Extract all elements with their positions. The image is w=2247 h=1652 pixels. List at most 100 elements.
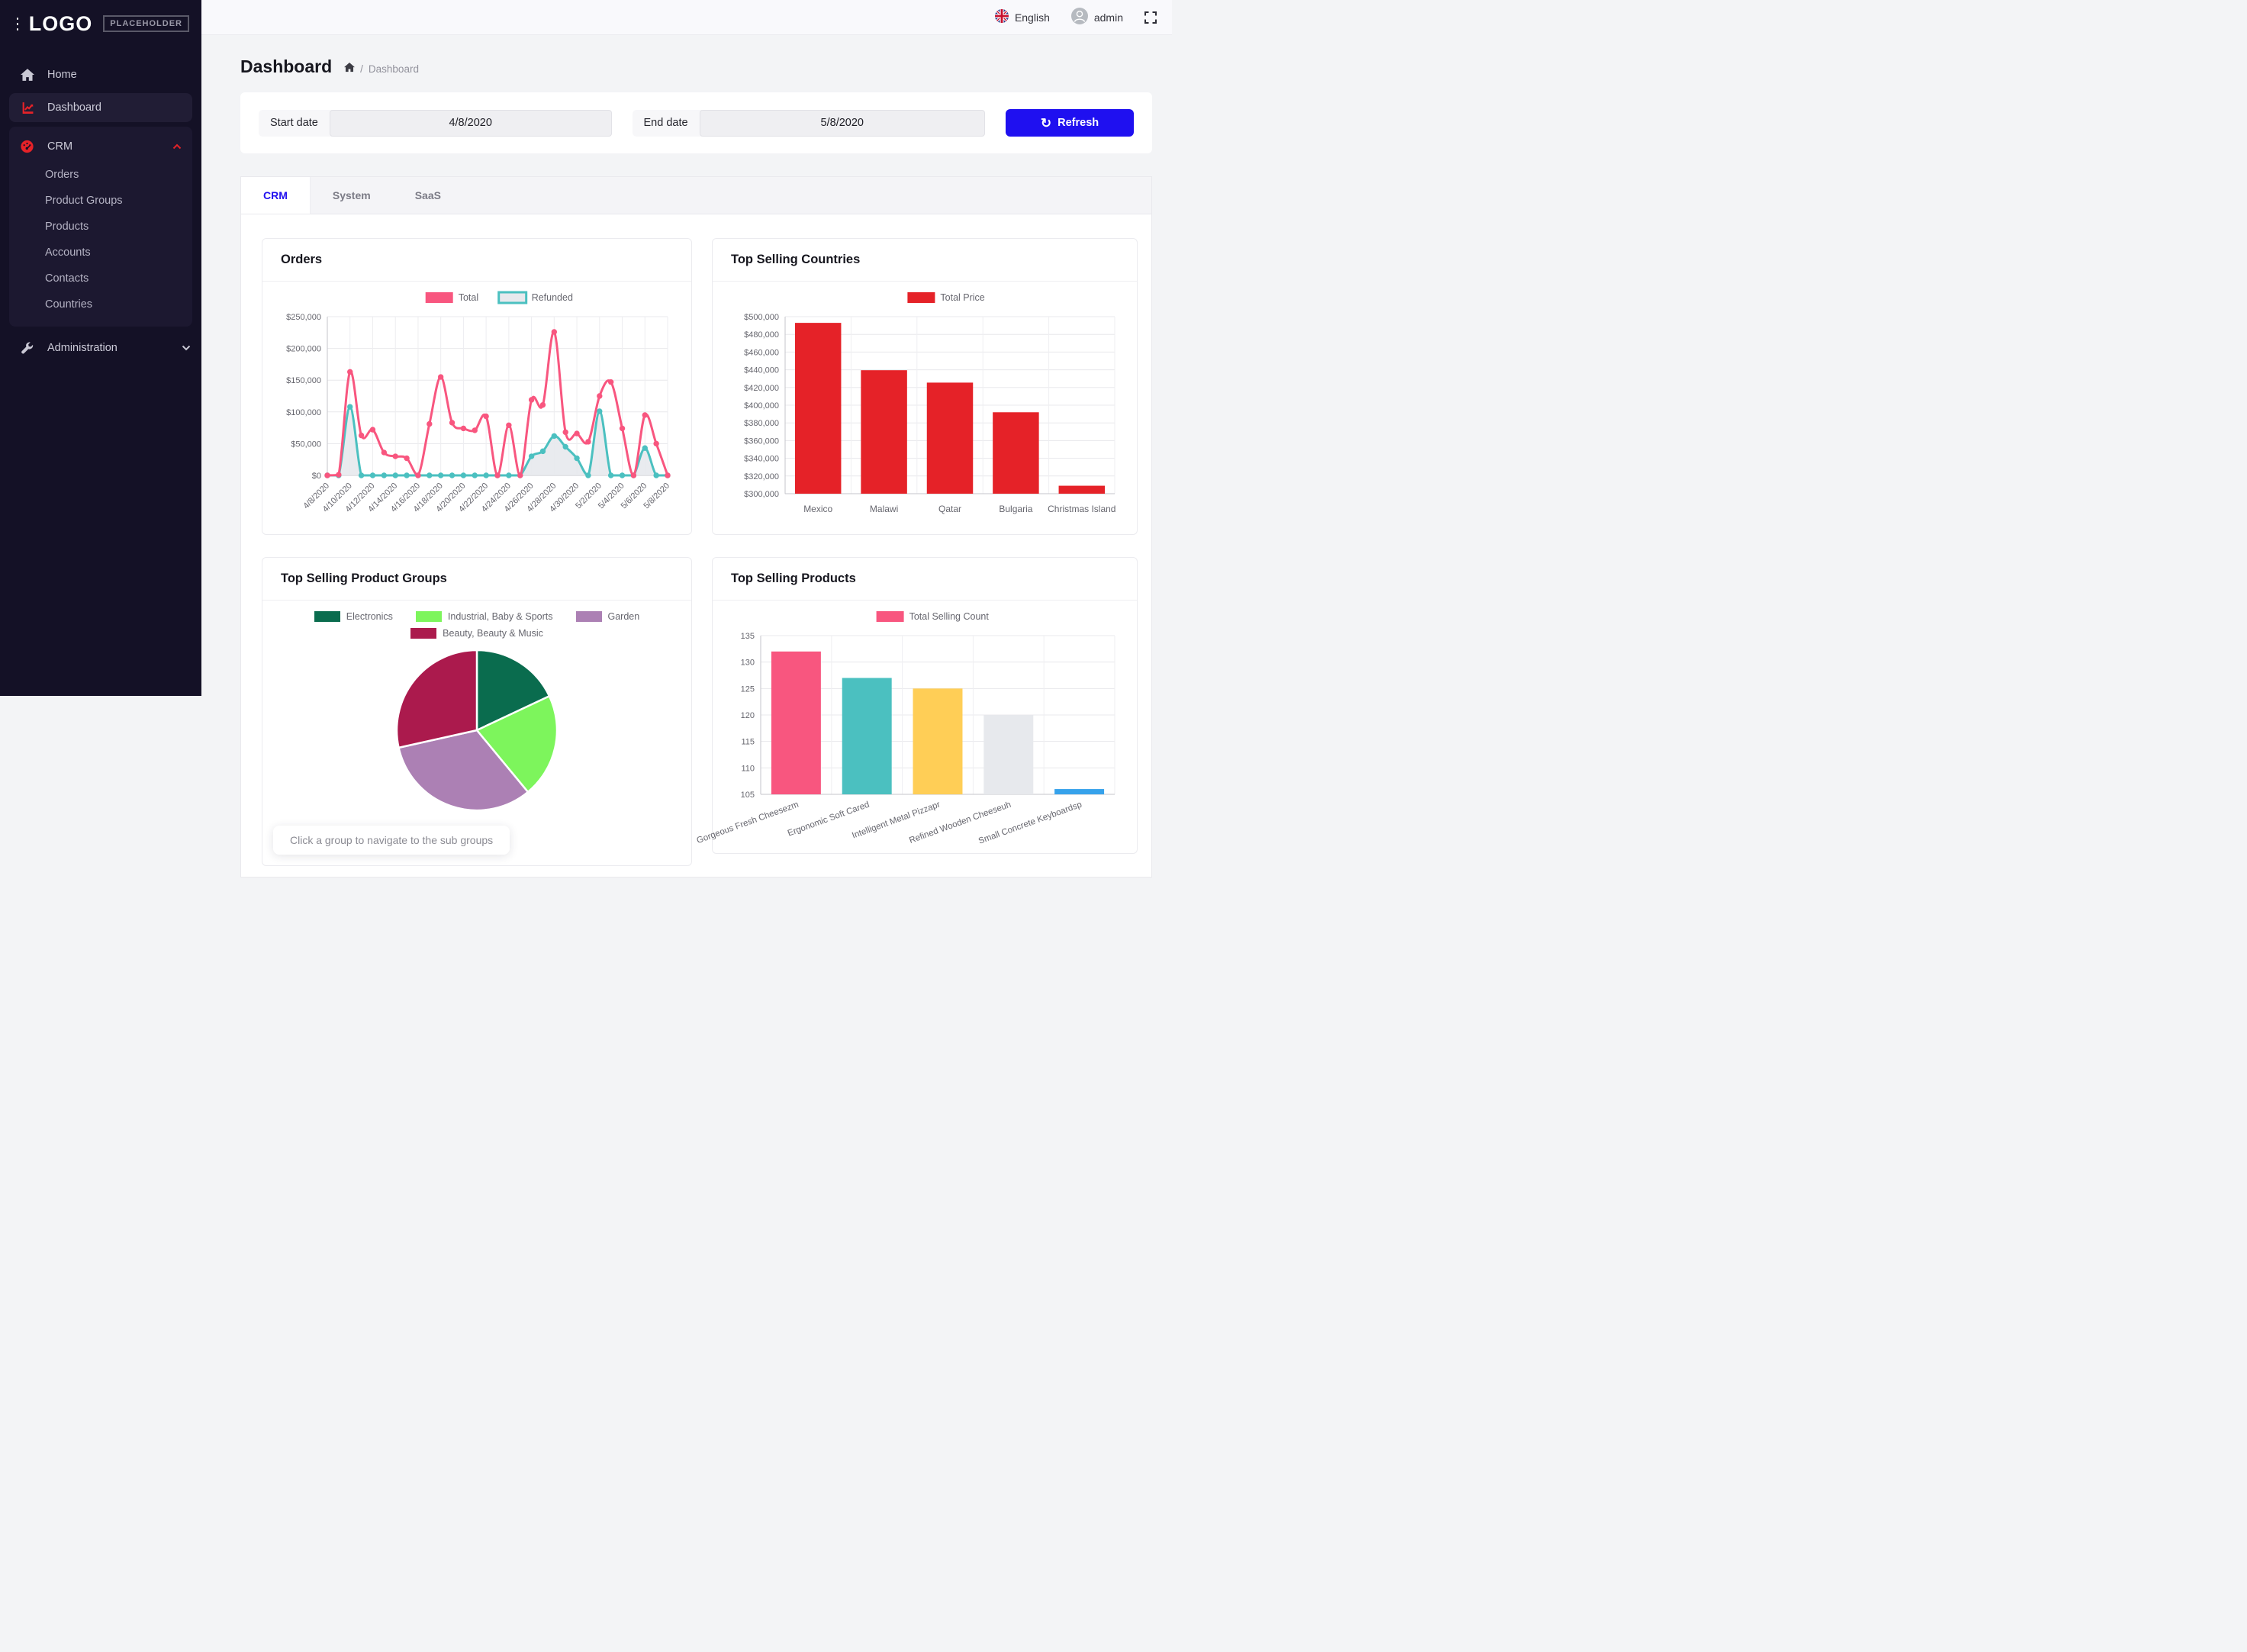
sidebar-item-product-groups[interactable]: Product Groups (45, 195, 123, 207)
svg-text:110: 110 (741, 764, 755, 773)
sidebar-item-accounts[interactable]: Accounts (45, 246, 91, 259)
sidebar-item-countries[interactable]: Countries (45, 298, 93, 311)
sidebar: LOGO PLACEHOLDER Home Dashboard (0, 0, 201, 696)
svg-text:Total Selling Count: Total Selling Count (909, 611, 990, 622)
wrench-icon (20, 341, 34, 355)
fullscreen-button[interactable] (1144, 11, 1157, 24)
breadcrumb-current: Dashboard (368, 63, 419, 75)
legend-label: Industrial, Baby & Sports (447, 611, 553, 622)
pie-chart-svg[interactable] (389, 645, 565, 817)
bar-Malawi (861, 370, 907, 494)
tab-crm[interactable]: CRM (241, 177, 311, 214)
sidebar-nav: Home Dashboard (0, 47, 201, 363)
card-title: Orders (262, 239, 691, 282)
sidebar-group-crm: CRM Orders Product Groups Products Accou… (9, 127, 192, 327)
bar-chart-svg: 105 110 115 120 125 130 135 Gorgeous Fresh Chee… (696, 611, 1115, 846)
svg-text:Gorgeous Fresh Cheesezm: Gorgeous Fresh Cheesezm (696, 800, 800, 846)
svg-text:$420,000: $420,000 (744, 384, 779, 393)
logo-badge: PLACEHOLDER (103, 15, 189, 32)
start-date-label: Start date (270, 117, 318, 129)
products-bar-chart: 105 110 115 120 125 130 135 Gorgeous Fresh Chee… (696, 601, 1137, 853)
svg-text:$380,000: $380,000 (744, 419, 779, 428)
date-filter-bar: Start date End date ↻ Refresh (240, 92, 1152, 153)
start-date-input[interactable] (329, 109, 612, 137)
svg-text:$200,000: $200,000 (286, 345, 321, 354)
svg-text:$500,000: $500,000 (744, 313, 779, 322)
tab-system[interactable]: System (332, 189, 371, 201)
svg-text:$460,000: $460,000 (744, 348, 779, 357)
sidebar-item-orders[interactable]: Orders (45, 169, 79, 181)
chart-line-icon (20, 101, 34, 114)
breadcrumb-home-icon[interactable] (344, 63, 356, 75)
bar-Ergonomic Soft Cared (842, 678, 892, 794)
fullscreen-icon (1144, 11, 1157, 24)
home-icon (20, 68, 34, 82)
legend-item[interactable]: Industrial, Baby & Sports (415, 611, 553, 622)
language-label: English (1014, 11, 1050, 24)
svg-text:$100,000: $100,000 (286, 408, 321, 417)
product-groups-pie-chart[interactable] (262, 640, 691, 827)
bar-Christmas Island (1058, 485, 1106, 494)
logo-row: LOGO PLACEHOLDER (0, 0, 201, 47)
svg-text:$50,000: $50,000 (291, 440, 321, 449)
dashboard-tab-panel: CRM System SaaS Orders $0 $50,000 $100,000… (240, 176, 1152, 878)
line-chart-svg: $0 $50,000 $100,000 $150,000 $200,000 $250,00… (286, 291, 671, 514)
legend-item[interactable]: Garden (575, 611, 639, 622)
sidebar-item-label: Home (47, 69, 77, 81)
legend-label: Electronics (346, 611, 393, 622)
page-title: Dashboard (240, 56, 333, 76)
svg-text:$0: $0 (312, 472, 321, 481)
breadcrumb: / Dashboard (344, 63, 419, 75)
svg-text:135: 135 (741, 632, 755, 641)
logo: LOGO (28, 11, 93, 35)
menu-toggle-icon[interactable] (17, 17, 18, 31)
chevron-down-icon (182, 342, 191, 354)
start-date-group: Start date (259, 109, 612, 137)
svg-text:Total Price: Total Price (940, 292, 984, 303)
legend-label: Beauty, Beauty & Music (443, 628, 543, 639)
card-title: Top Selling Product Groups (262, 558, 691, 601)
sidebar-item-home[interactable]: Home (0, 60, 201, 90)
legend-item[interactable]: Beauty, Beauty & Music (410, 628, 543, 639)
end-date-input[interactable] (699, 109, 985, 137)
sidebar-item-label: CRM (47, 140, 73, 153)
end-date-label: End date (643, 117, 688, 129)
sidebar-item-dashboard[interactable]: Dashboard (9, 93, 192, 122)
top-selling-products-card: Top Selling Products 105 110 115 120 125 130 1… (696, 557, 1138, 854)
sidebar-item-crm[interactable]: CRM (9, 131, 192, 162)
svg-text:$320,000: $320,000 (744, 472, 779, 481)
pie-slice-Garden[interactable] (398, 729, 530, 812)
card-title: Top Selling Products (713, 558, 1137, 601)
svg-text:$340,000: $340,000 (744, 455, 779, 464)
top-selling-product-groups-card: Top Selling Product Groups Electronics In… (262, 557, 692, 866)
gauge-icon (20, 140, 34, 153)
user-menu[interactable]: admin (1070, 8, 1123, 27)
tab-saas[interactable]: SaaS (414, 189, 441, 201)
refresh-button[interactable]: ↻ Refresh (1006, 109, 1134, 137)
svg-text:Bulgaria: Bulgaria (999, 504, 1032, 514)
pie-slice-Electronics[interactable] (475, 649, 551, 732)
language-selector[interactable]: English (994, 9, 1050, 25)
pie-slice-Industrial, Baby & Sports[interactable] (475, 694, 559, 794)
pie-note-row: Click a group to navigate to the sub gro… (262, 826, 691, 865)
refresh-icon: ↻ (1040, 115, 1052, 130)
svg-text:Refunded: Refunded (532, 292, 573, 303)
sidebar-item-administration[interactable]: Administration (0, 333, 201, 363)
legend-item[interactable]: Electronics (314, 611, 393, 622)
bar-Small Concrete Keyboardsp (1054, 789, 1105, 794)
legend-swatch (575, 611, 602, 622)
tab-bar: CRM System SaaS (241, 177, 1151, 214)
svg-text:105: 105 (741, 791, 755, 800)
svg-text:Total: Total (459, 292, 478, 303)
svg-text:Mexico: Mexico (803, 504, 832, 514)
top-selling-countries-card: Top Selling Countries $300,000 $320,000 $3… (712, 238, 1138, 535)
legend-swatch (415, 611, 442, 622)
card-title: Top Selling Countries (713, 239, 1137, 282)
sidebar-item-contacts[interactable]: Contacts (45, 272, 89, 285)
avatar (1070, 8, 1088, 27)
svg-text:Malawi: Malawi (870, 504, 898, 514)
svg-text:115: 115 (741, 738, 755, 747)
pie-slice-Beauty, Beauty & Music[interactable] (395, 649, 478, 749)
orders-card: Orders $0 $50,000 $100,000 $150,000 $200,000… (262, 238, 692, 535)
sidebar-item-products[interactable]: Products (45, 221, 89, 233)
